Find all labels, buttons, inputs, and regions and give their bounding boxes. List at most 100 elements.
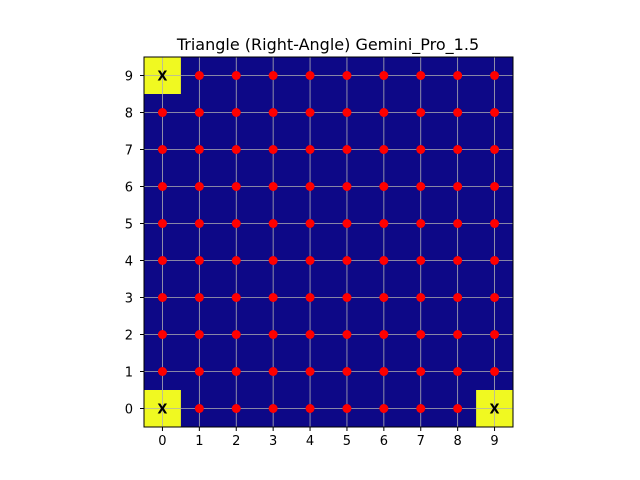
plot-background bbox=[144, 57, 513, 427]
dot-marker bbox=[453, 256, 463, 265]
dot-marker bbox=[194, 293, 204, 302]
dot-marker bbox=[231, 108, 241, 117]
dot-marker bbox=[490, 108, 500, 117]
dot-marker bbox=[305, 145, 315, 154]
dot-marker bbox=[379, 367, 389, 376]
dot-marker bbox=[416, 256, 426, 265]
dot-marker bbox=[342, 404, 352, 413]
dot-marker bbox=[157, 256, 167, 265]
x-tick-label: 6 bbox=[380, 434, 388, 449]
dot-marker bbox=[194, 108, 204, 117]
dot-marker bbox=[490, 256, 500, 265]
dot-marker bbox=[231, 219, 241, 228]
dot-marker bbox=[490, 293, 500, 302]
dot-marker bbox=[305, 404, 315, 413]
dot-marker bbox=[453, 108, 463, 117]
dot-marker bbox=[379, 404, 389, 413]
dot-marker bbox=[342, 182, 352, 191]
dot-marker bbox=[305, 71, 315, 80]
x-tick-label: 5 bbox=[343, 434, 351, 449]
y-tick-label: 3 bbox=[125, 292, 133, 307]
dot-marker bbox=[194, 145, 204, 154]
x-tick-label: 1 bbox=[195, 434, 203, 449]
dot-marker bbox=[453, 404, 463, 413]
dot-marker bbox=[379, 293, 389, 302]
dot-marker bbox=[194, 219, 204, 228]
dot-marker bbox=[231, 256, 241, 265]
x-tick-label: 0 bbox=[158, 434, 166, 449]
dot-marker bbox=[194, 71, 204, 80]
dot-marker bbox=[194, 182, 204, 191]
dot-marker bbox=[268, 108, 278, 117]
dot-marker bbox=[379, 71, 389, 80]
x-tick-label: 7 bbox=[417, 434, 425, 449]
dot-marker bbox=[305, 330, 315, 339]
dot-marker bbox=[305, 367, 315, 376]
dot-marker bbox=[157, 182, 167, 191]
dot-marker bbox=[342, 293, 352, 302]
dot-marker bbox=[268, 219, 278, 228]
dot-marker bbox=[231, 71, 241, 80]
dot-marker bbox=[379, 182, 389, 191]
dot-marker bbox=[453, 71, 463, 80]
dot-marker bbox=[157, 108, 167, 117]
x-tick-label: 9 bbox=[490, 434, 498, 449]
dot-marker bbox=[157, 367, 167, 376]
dot-marker bbox=[490, 367, 500, 376]
dot-marker bbox=[194, 367, 204, 376]
dot-marker bbox=[268, 404, 278, 413]
dot-marker bbox=[305, 293, 315, 302]
dot-marker bbox=[231, 330, 241, 339]
dot-marker bbox=[416, 145, 426, 154]
y-tick-label: 5 bbox=[125, 218, 133, 233]
dot-marker bbox=[379, 145, 389, 154]
dot-marker bbox=[379, 330, 389, 339]
dot-marker bbox=[416, 293, 426, 302]
cell-mark-label: X bbox=[490, 403, 500, 418]
dot-marker bbox=[453, 219, 463, 228]
dot-marker bbox=[490, 145, 500, 154]
dot-marker bbox=[453, 330, 463, 339]
dot-marker bbox=[453, 182, 463, 191]
y-tick-label: 0 bbox=[125, 403, 133, 418]
y-tick-label: 2 bbox=[125, 329, 133, 344]
dot-marker bbox=[231, 404, 241, 413]
y-tick-label: 1 bbox=[125, 366, 133, 381]
dot-marker bbox=[416, 404, 426, 413]
dot-marker bbox=[231, 182, 241, 191]
dot-marker bbox=[268, 367, 278, 376]
dot-marker bbox=[379, 219, 389, 228]
x-tick-label: 4 bbox=[306, 434, 314, 449]
dot-marker bbox=[231, 145, 241, 154]
dot-marker bbox=[231, 367, 241, 376]
plot-frame bbox=[143, 56, 514, 428]
dot-marker bbox=[268, 182, 278, 191]
dot-marker bbox=[342, 71, 352, 80]
dot-marker bbox=[305, 219, 315, 228]
chart-title: Triangle (Right-Angle) Gemini_Pro_1.5 bbox=[176, 35, 479, 55]
x-tick-label: 8 bbox=[454, 434, 462, 449]
dot-marker bbox=[194, 330, 204, 339]
dot-marker bbox=[342, 108, 352, 117]
y-tick-label: 8 bbox=[125, 107, 133, 122]
dot-marker bbox=[490, 219, 500, 228]
dot-marker bbox=[268, 293, 278, 302]
dot-marker bbox=[194, 256, 204, 265]
x-tick-label: 2 bbox=[232, 434, 240, 449]
y-tick-label: 7 bbox=[125, 144, 133, 159]
y-tick-label: 9 bbox=[125, 70, 133, 85]
dot-marker bbox=[157, 145, 167, 154]
dot-marker bbox=[379, 108, 389, 117]
dot-marker bbox=[342, 256, 352, 265]
dot-marker bbox=[268, 71, 278, 80]
dot-marker bbox=[416, 219, 426, 228]
y-tick-label: 4 bbox=[125, 255, 133, 270]
dot-marker bbox=[416, 71, 426, 80]
dot-marker bbox=[305, 108, 315, 117]
dot-marker bbox=[194, 404, 204, 413]
dot-marker bbox=[490, 182, 500, 191]
dot-marker bbox=[453, 145, 463, 154]
y-tick-label: 6 bbox=[125, 181, 133, 196]
dot-marker bbox=[490, 330, 500, 339]
dot-marker bbox=[379, 256, 389, 265]
